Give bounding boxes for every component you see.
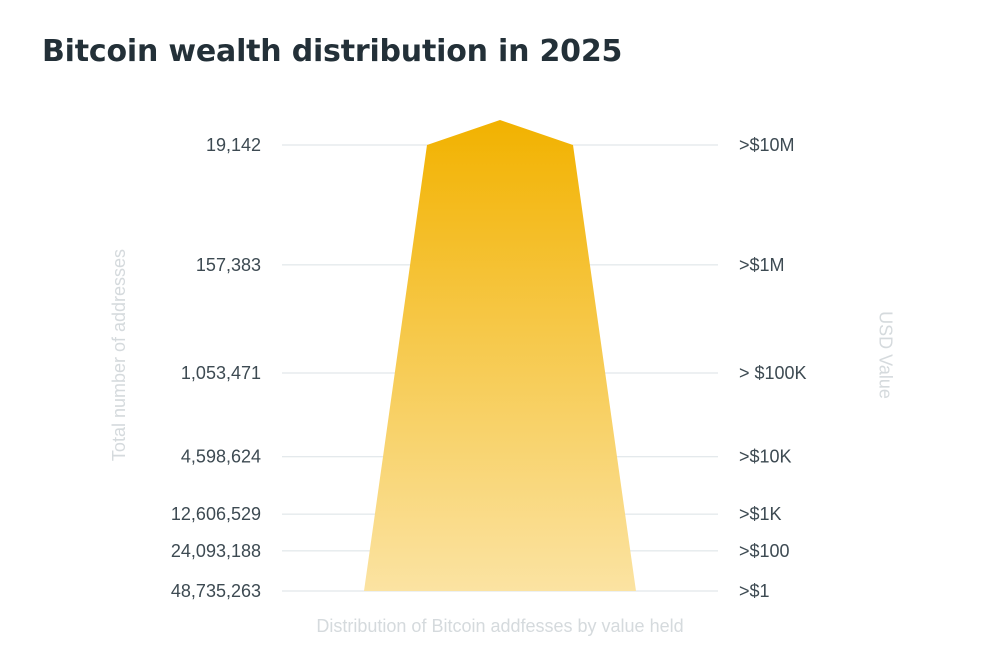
address-count-label: 157,383 (196, 255, 261, 275)
distribution-area (364, 120, 636, 591)
address-count-label: 12,606,529 (171, 504, 261, 524)
address-count-axis: 19,142 157,383 1,053,471 4,598,624 12,606,52… (171, 135, 261, 601)
usd-value-label: >$10K (739, 447, 792, 467)
usd-value-label: >$1M (739, 255, 785, 275)
chart-title: Bitcoin wealth distribution in 2025 (42, 34, 623, 69)
address-count-label: 1,053,471 (181, 363, 261, 383)
y-axis-label-right: USD Value (875, 311, 895, 399)
usd-value-axis: >$10M >$1M > $100K >$10K >$1K >$100 >$1 (739, 135, 807, 601)
usd-value-label: > $100K (739, 363, 807, 383)
address-count-label: 24,093,188 (171, 541, 261, 561)
address-count-label: 19,142 (206, 135, 261, 155)
usd-value-label: >$1K (739, 504, 782, 524)
address-count-label: 48,735,263 (171, 581, 261, 601)
usd-value-label: >$100 (739, 541, 790, 561)
y-axis-label-left: Total number of addresses (109, 249, 129, 461)
usd-value-label: >$10M (739, 135, 795, 155)
x-axis-label: Distribution of Bitcoin addfesses by val… (316, 616, 683, 636)
address-count-label: 4,598,624 (181, 447, 261, 467)
usd-value-label: >$1 (739, 581, 770, 601)
